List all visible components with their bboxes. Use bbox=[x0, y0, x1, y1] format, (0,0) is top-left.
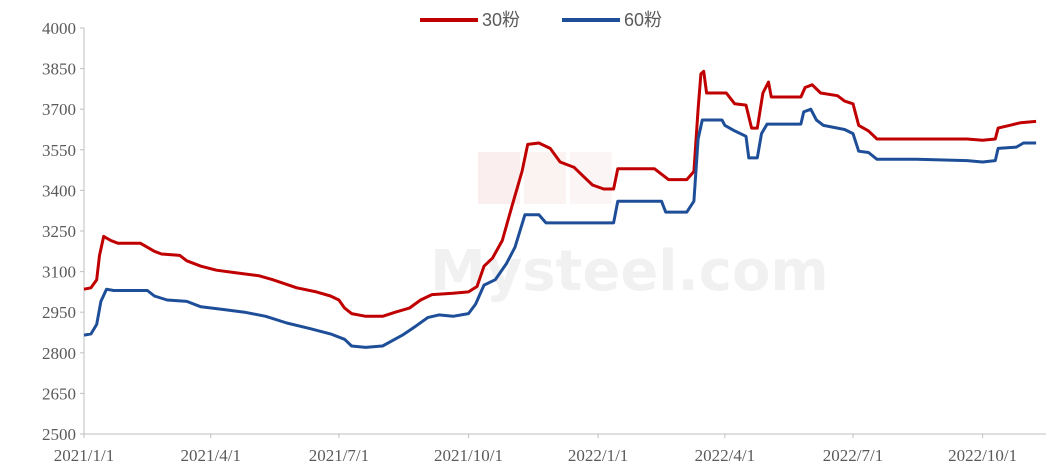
watermark-red-block bbox=[478, 152, 520, 204]
y-axis: 2500 2650 2800 2950 3100 3250 3400 3550 3700 3850… bbox=[42, 19, 85, 444]
y-tick-label: 3700 bbox=[42, 100, 76, 119]
watermark-text: Mysteel.com bbox=[430, 239, 829, 304]
legend-label-2: 60粉 bbox=[624, 10, 662, 30]
legend: 30粉 60粉 bbox=[420, 10, 662, 30]
x-tick-label: 2022/1/1 bbox=[568, 446, 628, 465]
y-tick-label: 4000 bbox=[42, 19, 76, 38]
series-line-1 bbox=[83, 69, 1037, 318]
x-tick-label: 2021/10/1 bbox=[434, 446, 503, 465]
watermark-red-block bbox=[570, 152, 612, 204]
y-tick-label: 2950 bbox=[42, 303, 76, 322]
legend-label-1: 30粉 bbox=[482, 10, 520, 30]
y-tick-label: 3100 bbox=[42, 263, 76, 282]
plot-lines bbox=[83, 69, 1037, 349]
x-tick-label: 2021/4/1 bbox=[181, 446, 241, 465]
y-tick-label: 2800 bbox=[42, 344, 76, 363]
x-tick-label: 2021/1/1 bbox=[54, 446, 114, 465]
x-tick-label: 2022/4/1 bbox=[695, 446, 755, 465]
x-tick-label: 2022/7/1 bbox=[823, 446, 883, 465]
x-tick-label: 2022/10/1 bbox=[948, 446, 1017, 465]
series-line-2 bbox=[83, 107, 1037, 349]
y-tick-label: 2500 bbox=[42, 425, 76, 444]
y-tick-label: 3250 bbox=[42, 222, 76, 241]
y-tick-label: 2650 bbox=[42, 384, 76, 403]
y-tick-label: 3550 bbox=[42, 141, 76, 160]
x-tick-label: 2021/7/1 bbox=[309, 446, 369, 465]
y-tick-label: 3400 bbox=[42, 181, 76, 200]
y-tick-label: 3850 bbox=[42, 60, 76, 79]
x-axis: 2021/1/1 2021/4/1 2021/7/1 2021/10/1 2022/1/… bbox=[54, 433, 1046, 465]
